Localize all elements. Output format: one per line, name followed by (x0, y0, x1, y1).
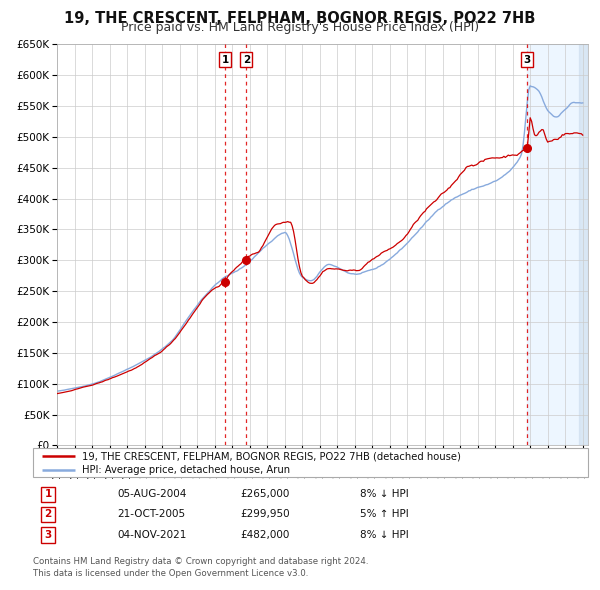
Text: 19, THE CRESCENT, FELPHAM, BOGNOR REGIS, PO22 7HB (detached house): 19, THE CRESCENT, FELPHAM, BOGNOR REGIS,… (82, 451, 461, 461)
Bar (579, 44, 588, 445)
Text: This data is licensed under the Open Government Licence v3.0.: This data is licensed under the Open Gov… (33, 569, 308, 578)
Text: £482,000: £482,000 (240, 530, 289, 540)
Text: 5% ↑ HPI: 5% ↑ HPI (360, 510, 409, 519)
Text: Contains HM Land Registry data © Crown copyright and database right 2024.: Contains HM Land Registry data © Crown c… (33, 558, 368, 566)
Text: 3: 3 (44, 530, 52, 540)
Text: 2: 2 (44, 510, 52, 519)
Text: 8% ↓ HPI: 8% ↓ HPI (360, 530, 409, 540)
Text: 2: 2 (242, 55, 250, 65)
Text: 8% ↓ HPI: 8% ↓ HPI (360, 490, 409, 499)
Text: 05-AUG-2004: 05-AUG-2004 (117, 490, 187, 499)
Text: 1: 1 (44, 490, 52, 499)
Bar (527, 44, 588, 445)
Text: 1: 1 (221, 55, 229, 65)
Text: Price paid vs. HM Land Registry's House Price Index (HPI): Price paid vs. HM Land Registry's House … (121, 21, 479, 34)
Text: 21-OCT-2005: 21-OCT-2005 (117, 510, 185, 519)
Text: 19, THE CRESCENT, FELPHAM, BOGNOR REGIS, PO22 7HB: 19, THE CRESCENT, FELPHAM, BOGNOR REGIS,… (64, 11, 536, 25)
Text: 3: 3 (524, 55, 531, 65)
Text: £299,950: £299,950 (240, 510, 290, 519)
Text: £265,000: £265,000 (240, 490, 289, 499)
Text: HPI: Average price, detached house, Arun: HPI: Average price, detached house, Arun (82, 465, 290, 474)
Text: 04-NOV-2021: 04-NOV-2021 (117, 530, 187, 540)
